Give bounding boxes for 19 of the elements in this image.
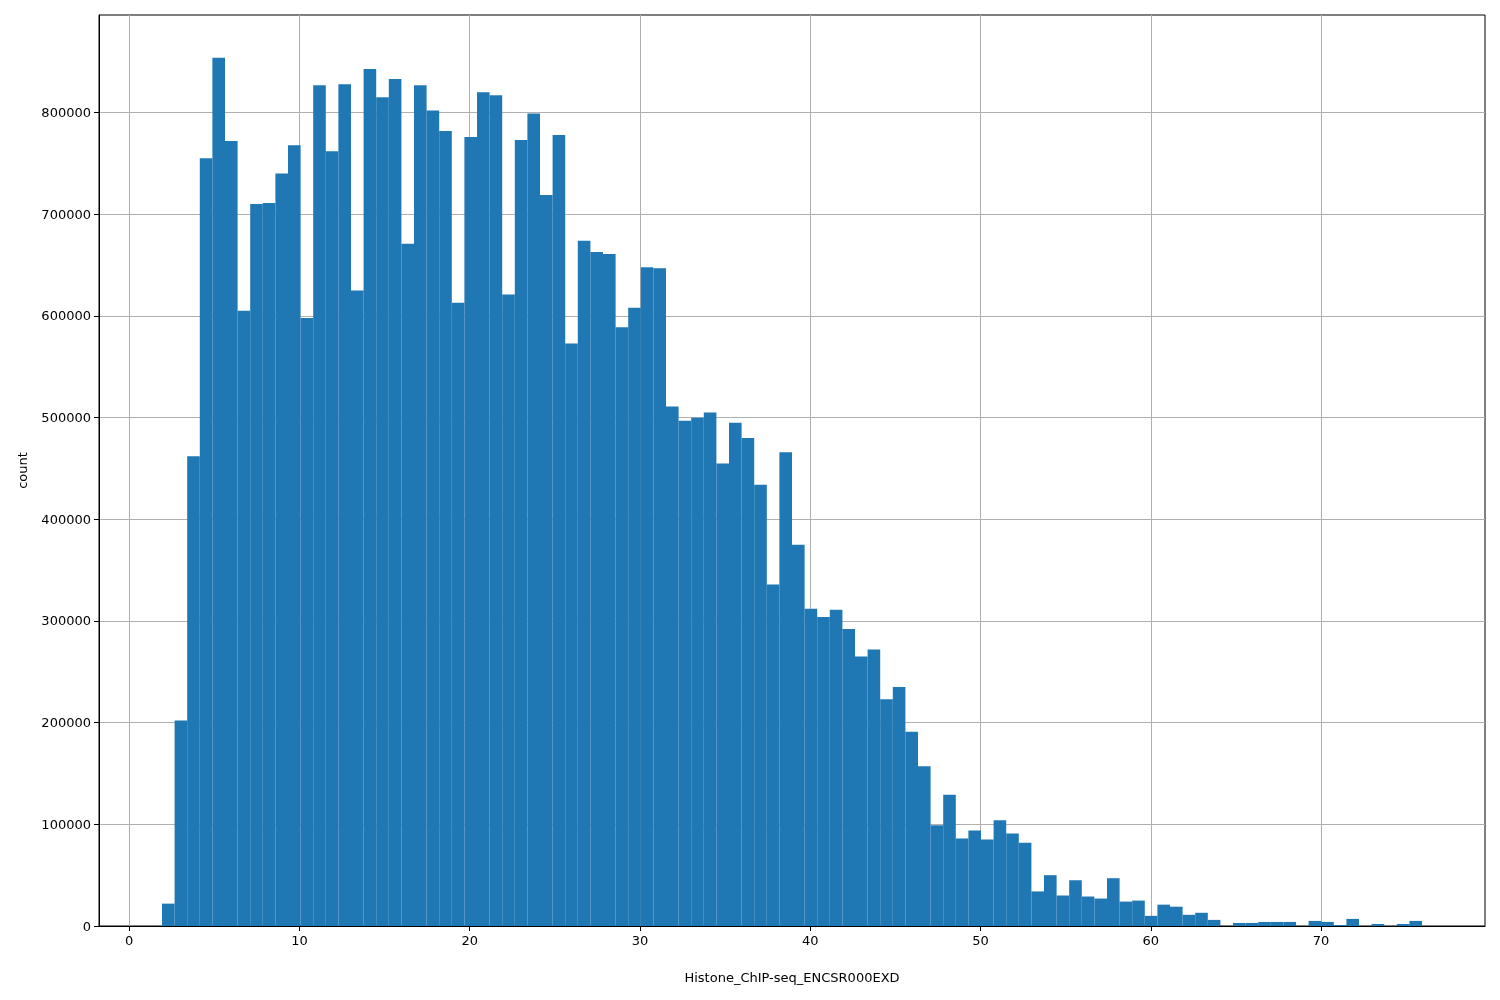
x-tick-label: 70 (1312, 933, 1330, 948)
y-tick-label: 100000 (41, 816, 91, 832)
x-axis-title: Histone_ChIP-seq_ENCSR000EXD (684, 970, 900, 985)
x-tick-label: 50 (972, 933, 989, 948)
y-tick-label: 500000 (41, 410, 91, 426)
y-tick-label: 700000 (41, 206, 91, 222)
y-tick-label: 0 (82, 918, 91, 934)
y-tick-label: 800000 (41, 105, 91, 121)
y-axis-title: count (15, 452, 30, 489)
y-tick-label: 200000 (41, 715, 91, 731)
x-tick-label: 0 (125, 933, 134, 948)
x-tick-label: 20 (461, 933, 478, 948)
x-tick-label: 60 (1142, 933, 1160, 948)
x-tick-label: 30 (631, 933, 649, 948)
x-tick-label: 40 (801, 933, 819, 948)
y-tick-label: 300000 (41, 613, 91, 629)
y-tick-label: 400000 (41, 511, 91, 527)
y-tick-label: 600000 (41, 308, 91, 324)
x-tick-label: 10 (291, 933, 308, 948)
